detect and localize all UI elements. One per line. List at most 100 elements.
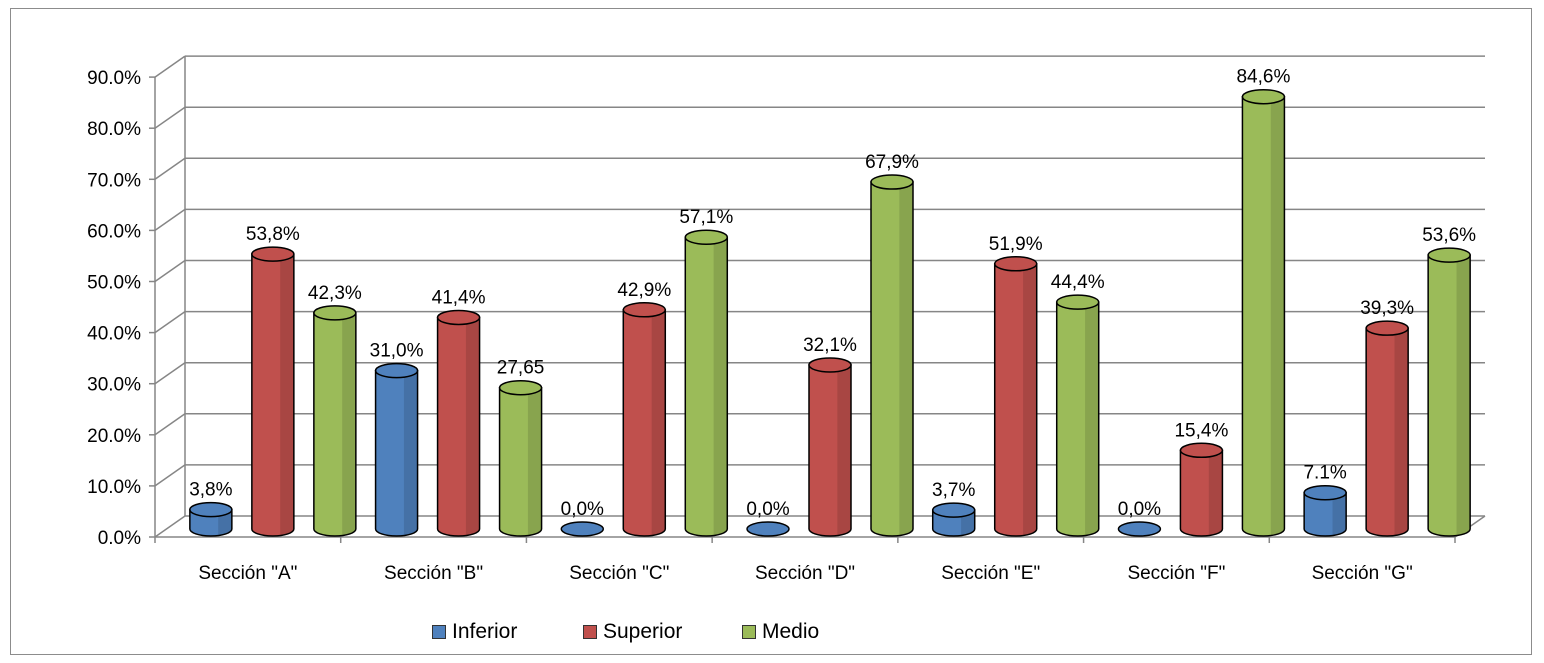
bar-body	[684, 236, 729, 537]
data-label-superior-3: 42,9%	[617, 280, 671, 301]
data-labels: 3,8% 53,8% 42,3% 31,0% 41,4% 27,65 0,0% 42,9% 57…	[189, 67, 1476, 520]
y-tick-label: 40.0%	[87, 324, 141, 345]
bar-top	[870, 174, 914, 190]
legend-swatch-superior	[583, 625, 597, 639]
bar-superior-6	[1179, 442, 1224, 537]
legend-swatch-inferior	[432, 625, 446, 639]
bar-shade	[1394, 328, 1409, 536]
wall-line	[154, 413, 186, 436]
bar-medio-6	[1241, 88, 1286, 537]
bar-top	[746, 521, 790, 537]
x-axis-categories: Sección "A" Sección "B" Sección "C" Sección…	[198, 563, 1412, 584]
bar-body	[1365, 327, 1409, 537]
bar-inferior-6	[1117, 521, 1162, 537]
bar-body	[1241, 95, 1286, 537]
wall-line	[154, 157, 186, 180]
bar-superior-4	[808, 357, 852, 537]
bar-top	[622, 302, 667, 318]
bar-inferior-7	[1303, 484, 1347, 537]
bar-top	[808, 357, 852, 373]
bar-top	[1303, 484, 1347, 501]
data-label-inferior-6: 0,0%	[1118, 499, 1161, 520]
data-label-inferior-3: 0,0%	[561, 499, 604, 520]
bar-top	[560, 521, 605, 537]
wall-line	[154, 55, 186, 78]
category-label-7: Sección "G"	[1312, 563, 1413, 584]
bar-top	[684, 229, 729, 245]
bar-body	[498, 386, 543, 537]
data-label-medio-3: 57,1%	[679, 207, 733, 228]
data-label-medio-6: 84,6%	[1236, 67, 1290, 88]
y-tick-label: 70.0%	[87, 170, 141, 191]
bar-body	[1303, 491, 1347, 537]
bar-shade	[899, 182, 913, 536]
bar-top	[1179, 442, 1224, 459]
bar-medio-7	[1427, 247, 1471, 537]
bar-shade	[651, 309, 666, 536]
bar-medio-3	[684, 229, 729, 537]
legend-item-superior: Superior	[583, 620, 682, 644]
bar-superior-5	[993, 256, 1038, 537]
bar-medio-5	[1055, 294, 1100, 537]
bar-shade	[1456, 255, 1471, 536]
bar-body	[374, 369, 419, 537]
bar-shade	[713, 237, 728, 536]
wall-line	[154, 106, 186, 129]
bar-top	[436, 309, 481, 326]
data-label-medio-2: 27,65	[497, 358, 545, 379]
bar-top	[1365, 320, 1409, 336]
category-label-3: Sección "C"	[569, 563, 669, 584]
wall-line	[154, 515, 186, 538]
bar-body	[870, 181, 914, 537]
category-label-1: Sección "A"	[198, 563, 297, 584]
data-label-superior-4: 32,1%	[803, 335, 857, 356]
bar-shade	[1270, 96, 1285, 536]
wall-line	[154, 362, 186, 385]
wall-line	[154, 464, 186, 487]
legend-label-superior: Superior	[603, 620, 683, 643]
bar-body	[808, 364, 852, 537]
bar-top	[374, 362, 419, 379]
bar-top	[993, 256, 1038, 272]
bar-shade	[280, 254, 294, 536]
category-label-4: Sección "D"	[755, 563, 855, 584]
bar-superior-1	[251, 246, 295, 537]
bar-shade	[1208, 450, 1223, 536]
data-label-inferior-5: 3,7%	[932, 480, 975, 501]
data-label-superior-5: 51,9%	[989, 234, 1043, 255]
data-label-medio-5: 44,4%	[1051, 272, 1105, 293]
legend-item-inferior: Inferior	[432, 620, 517, 644]
bar-shade	[1332, 492, 1347, 536]
bar-shade	[1023, 263, 1037, 536]
bar-inferior-5	[931, 502, 976, 537]
bar-medio-2	[498, 379, 543, 537]
bar-body	[1179, 449, 1224, 537]
category-label-5: Sección "E"	[941, 563, 1040, 584]
y-tick-label: 80.0%	[87, 119, 141, 140]
data-label-inferior-1: 3,8%	[189, 480, 232, 501]
bar-top	[1055, 294, 1100, 310]
data-label-inferior-7: 7.1%	[1303, 463, 1346, 484]
bar-body	[313, 312, 357, 537]
bar-shade	[1085, 302, 1099, 536]
bar-superior-3	[622, 302, 667, 537]
legend-label-inferior: Inferior	[452, 620, 518, 643]
data-label-inferior-4: 0,0%	[746, 499, 789, 520]
y-tick-label: 20.0%	[87, 426, 141, 447]
bar-inferior-2	[374, 362, 419, 537]
bar-body	[993, 263, 1038, 537]
data-label-medio-1: 42,3%	[308, 283, 362, 304]
data-label-medio-7: 53,6%	[1422, 225, 1476, 246]
wall-line	[154, 208, 186, 232]
bar-top	[189, 501, 233, 518]
y-tick-label: 90.0%	[87, 68, 141, 89]
y-axis-ticks: 0.0% 10.0% 20.0% 30.0% 40.0% 50.0% 60.0% 70.0% 8…	[87, 68, 141, 549]
data-label-superior-7: 39,3%	[1360, 298, 1414, 319]
data-label-superior-6: 15,4%	[1174, 420, 1228, 441]
bar-body	[1427, 254, 1471, 537]
y-tick-label: 0.0%	[98, 528, 141, 549]
bar-inferior-3	[560, 521, 605, 537]
bar-shade	[403, 370, 418, 536]
